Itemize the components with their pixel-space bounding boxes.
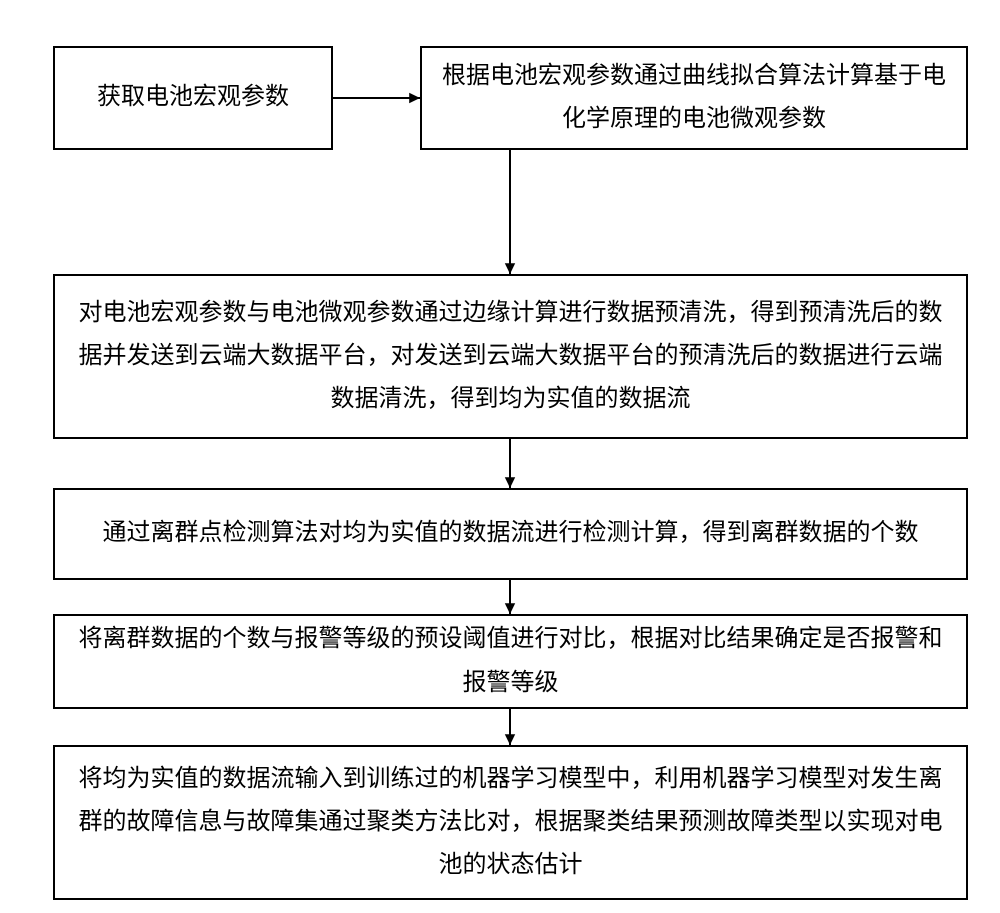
node-alarm-compare: 将离群数据的个数与报警等级的预设阈值进行对比，根据对比结果确定是否报警和报警等级 — [53, 614, 968, 709]
node-text: 根据电池宏观参数通过曲线拟合算法计算基于电化学原理的电池微观参数 — [440, 55, 948, 141]
node-text: 获取电池宏观参数 — [97, 76, 289, 119]
node-get-macro-params: 获取电池宏观参数 — [53, 46, 333, 150]
flowchart-canvas: 获取电池宏观参数 根据电池宏观参数通过曲线拟合算法计算基于电化学原理的电池微观参… — [0, 0, 1000, 913]
node-ml-prediction: 将均为实值的数据流输入到训练过的机器学习模型中，利用机器学习模型对发生离群的故障… — [53, 745, 968, 900]
node-text: 通过离群点检测算法对均为实值的数据流进行检测计算，得到离群数据的个数 — [103, 512, 919, 555]
node-data-cleaning: 对电池宏观参数与电池微观参数通过边缘计算进行数据预清洗，得到预清洗后的数据并发送… — [53, 274, 968, 439]
node-text: 将均为实值的数据流输入到训练过的机器学习模型中，利用机器学习模型对发生离群的故障… — [73, 758, 948, 888]
node-text: 对电池宏观参数与电池微观参数通过边缘计算进行数据预清洗，得到预清洗后的数据并发送… — [73, 292, 948, 422]
node-calc-micro-params: 根据电池宏观参数通过曲线拟合算法计算基于电化学原理的电池微观参数 — [420, 46, 968, 150]
node-outlier-detection: 通过离群点检测算法对均为实值的数据流进行检测计算，得到离群数据的个数 — [53, 488, 968, 580]
node-text: 将离群数据的个数与报警等级的预设阈值进行对比，根据对比结果确定是否报警和报警等级 — [73, 618, 948, 704]
